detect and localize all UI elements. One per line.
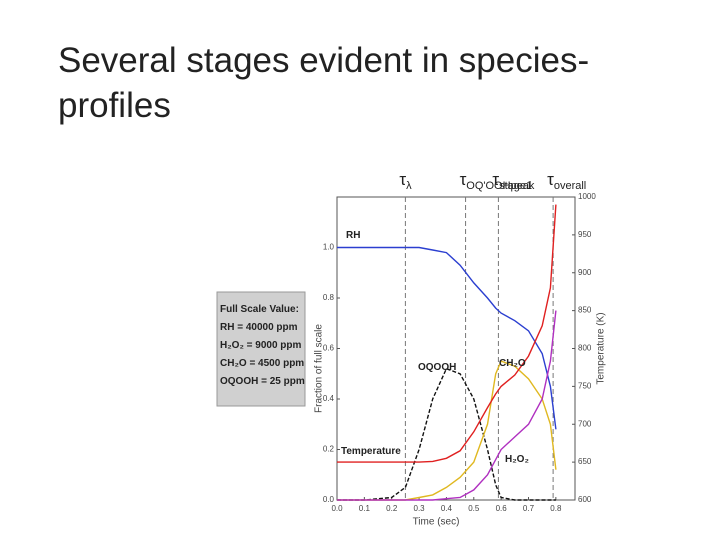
marker-subscript: stage1 — [499, 180, 532, 192]
y2-tick-label: 800 — [578, 344, 592, 353]
x-tick-label: 0.1 — [359, 504, 371, 513]
series-label: RH — [346, 230, 360, 241]
full-scale-box — [216, 291, 306, 407]
stage-marker-label: τoverall — [547, 170, 586, 192]
y-axis-label: Fraction of full scale — [314, 324, 325, 413]
y2-tick-label: 950 — [578, 230, 592, 239]
full-scale-line: RH = 40000 ppm — [220, 322, 298, 333]
slide-title-line: profiles — [58, 86, 171, 125]
marker-subscript: OQ'OOHpeak — [466, 180, 535, 192]
series-line — [337, 360, 557, 501]
x-tick-label: 0.2 — [386, 504, 398, 513]
y-tick-label: 1.0 — [323, 243, 335, 252]
marker-symbol: τ — [460, 170, 467, 189]
x-tick-label: 0.3 — [414, 504, 426, 513]
series-label: OQOOH — [418, 362, 456, 373]
y2-tick-label: 600 — [578, 495, 592, 504]
series-line — [337, 310, 557, 501]
y-tick-label: 0.6 — [323, 344, 335, 353]
slide-title-line: Several stages evident in species- — [58, 41, 589, 80]
y2-tick-label: 850 — [578, 306, 592, 315]
marker-subscript: λ — [406, 180, 412, 192]
stage-marker-label: τλ — [399, 170, 412, 192]
x-tick-label: 0.7 — [523, 504, 535, 513]
full-scale-line: H₂O₂ = 9000 ppm — [220, 340, 302, 351]
series-line — [337, 246, 557, 430]
marker-symbol: τ — [492, 170, 499, 189]
stage-marker-label: τOQ'OOHpeak — [460, 170, 535, 192]
y-tick-label: 0.8 — [323, 293, 335, 302]
y2-tick-label: 750 — [578, 381, 592, 390]
y2-tick-label: 700 — [578, 419, 592, 428]
x-tick-label: 0.4 — [441, 504, 453, 513]
y2-tick-label: 650 — [578, 457, 592, 466]
series-label: CH₂O — [499, 358, 526, 369]
y2-tick-label: 1000 — [578, 192, 596, 201]
full-scale-line: OQOOH = 25 ppm — [220, 376, 305, 387]
x-tick-label: 0.6 — [496, 504, 508, 513]
y-tick-label: 0.4 — [323, 394, 335, 403]
y2-tick-label: 900 — [578, 268, 592, 277]
x-axis-label: Time (sec) — [413, 517, 460, 528]
x-tick-label: 0.0 — [331, 504, 343, 513]
series-line — [337, 367, 556, 501]
stage-marker-label: τstage1 — [492, 170, 532, 192]
y2-axis-label: Temperature (K) — [596, 312, 607, 384]
full-scale-title: Full Scale Value: — [220, 304, 299, 315]
full-scale-line: CH₂O = 4500 ppm — [220, 358, 304, 369]
x-tick-label: 0.8 — [550, 504, 562, 513]
series-label: Temperature — [341, 446, 401, 457]
marker-symbol: τ — [547, 170, 554, 189]
marker-subscript: overall — [554, 180, 586, 192]
series-label: H₂O₂ — [505, 454, 529, 465]
marker-symbol: τ — [399, 170, 406, 189]
y-tick-label: 0.2 — [323, 445, 335, 454]
y-tick-label: 0.0 — [323, 495, 335, 504]
series-line — [337, 204, 557, 463]
x-tick-label: 0.5 — [468, 504, 480, 513]
